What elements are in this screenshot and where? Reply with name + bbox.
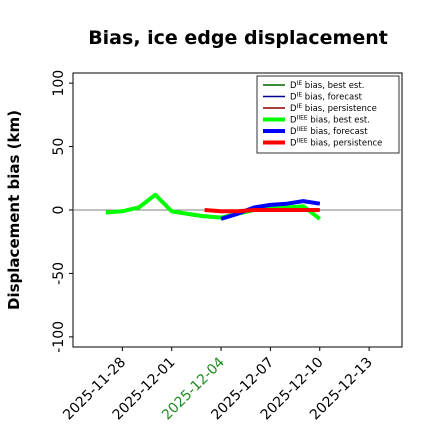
series-line-5 [220,199,321,221]
series-line-4 [105,192,322,221]
y-tick-label: -100 [51,321,67,353]
y-tick-label: 100 [51,70,67,97]
y-tick-label: 50 [51,138,67,156]
chart-title: Bias, ice edge displacement [88,27,388,49]
y-axis-label: Displacement bias (km) [5,110,23,310]
legend-entry: DIE bias, persistence [290,103,377,114]
legend: DIE bias, best est.DIE bias, forecastDIE… [256,75,400,154]
legend-entry: DIIEE bias, persistence [290,138,382,149]
legend-entry: DIIEE bias, best est. [290,115,370,126]
series-line-6 [204,208,320,214]
legend-entry: DIIEE bias, forecast [290,126,368,137]
y-tick-label: -50 [51,262,67,285]
legend-box [256,75,400,154]
legend-entry: DIE bias, best est. [290,80,364,91]
y-tick-label: 0 [51,206,67,215]
legend-entry: DIE bias, forecast [290,92,363,103]
